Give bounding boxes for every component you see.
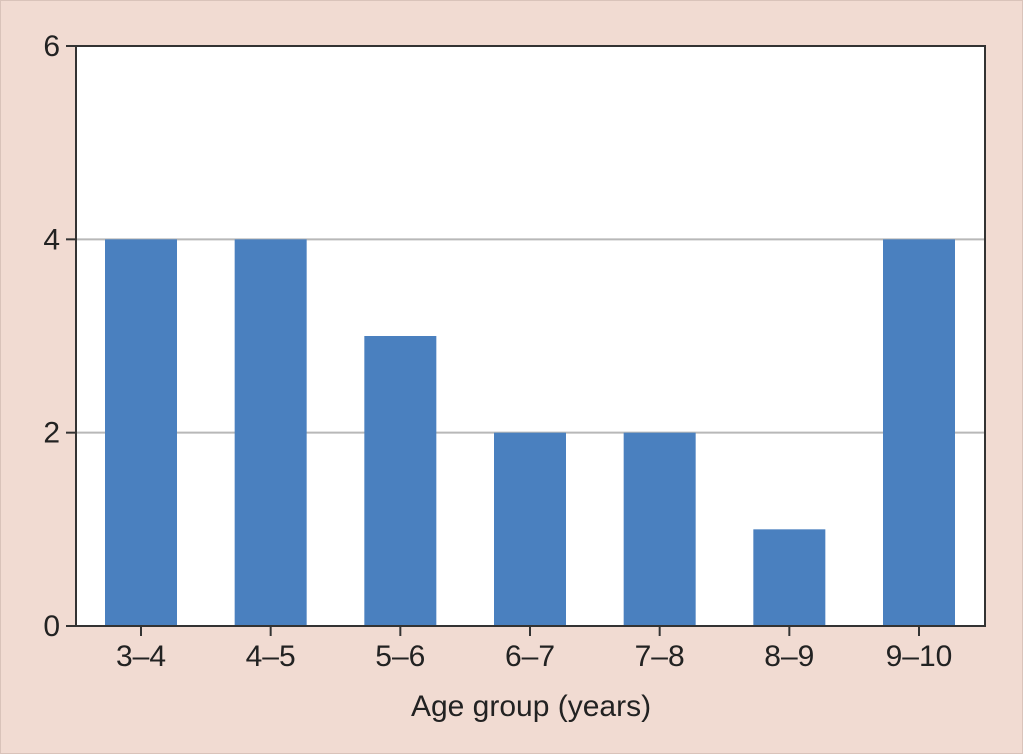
y-tick-label: 2 bbox=[43, 417, 60, 450]
bar-2 bbox=[234, 239, 307, 627]
bar-1 bbox=[105, 239, 177, 627]
axes bbox=[66, 45, 986, 636]
x-tick-label: 8–9 bbox=[764, 640, 814, 673]
x-tick-label: 5–6 bbox=[375, 640, 425, 673]
bar-4 bbox=[494, 432, 566, 626]
bar-7 bbox=[883, 239, 955, 627]
bars bbox=[105, 239, 955, 627]
plot-border bbox=[75, 45, 986, 627]
y-tick-label: 6 bbox=[43, 30, 60, 63]
y-tick-labels: 0 2 4 6 bbox=[43, 30, 60, 643]
bar-3 bbox=[364, 336, 437, 626]
x-tick-label: 6–7 bbox=[505, 640, 555, 673]
x-axis-title: Age group (years) bbox=[411, 690, 651, 723]
y-tick-label: 0 bbox=[43, 610, 60, 643]
x-tick-label: 3–4 bbox=[116, 640, 166, 673]
x-tick-label: 4–5 bbox=[246, 640, 296, 673]
bar-6 bbox=[753, 529, 826, 626]
x-tick-labels: 3–4 4–5 5–6 6–7 7–8 8–9 9–10 bbox=[116, 640, 952, 673]
x-tick-label: 7–8 bbox=[635, 640, 685, 673]
bar-5 bbox=[623, 432, 696, 626]
x-tick-label: 9–10 bbox=[886, 640, 953, 673]
y-tick-label: 4 bbox=[43, 223, 60, 256]
